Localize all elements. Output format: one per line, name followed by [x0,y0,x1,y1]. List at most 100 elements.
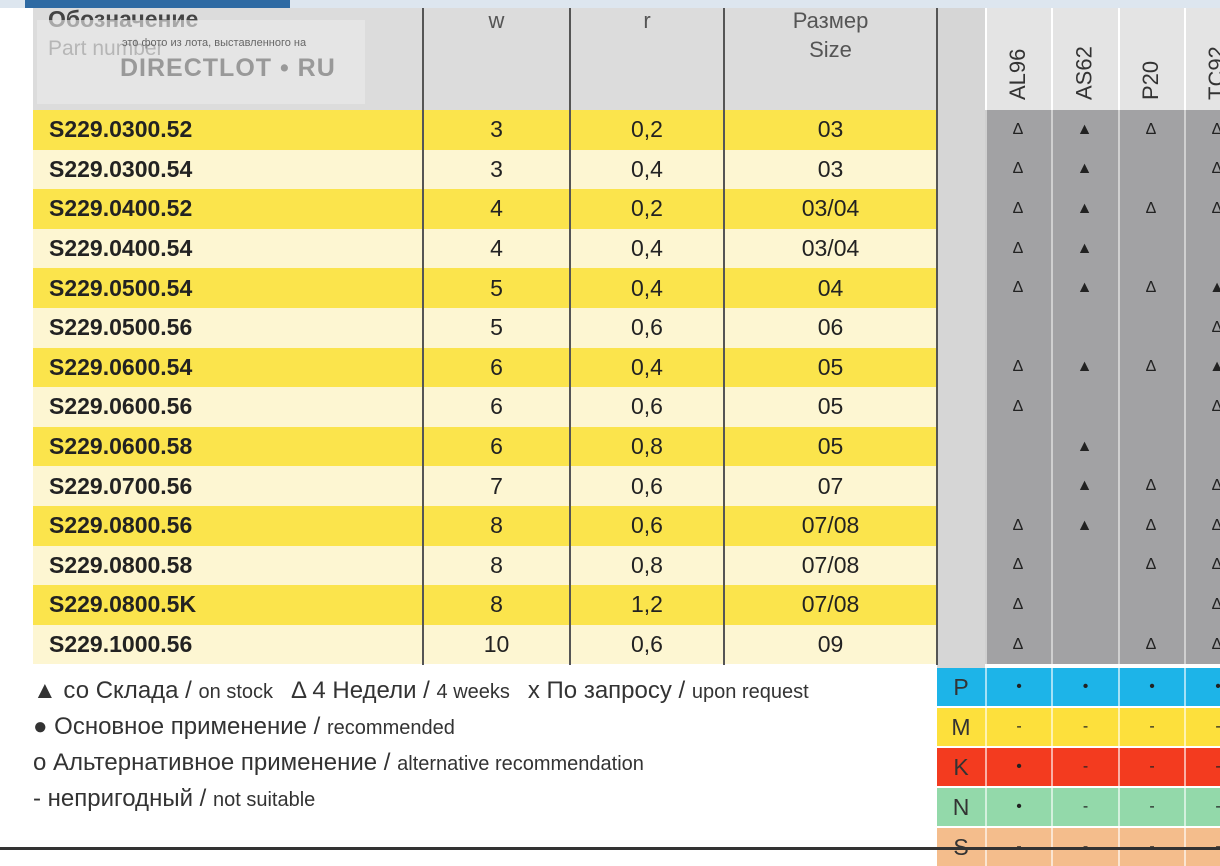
material-mark: - [985,708,1051,746]
cell: 3 [490,116,503,143]
watermark-brand: DIRECTLOT • RU [120,54,336,82]
material-mark: • [985,788,1051,826]
r-header: r [643,8,651,33]
availability: Δ [1145,358,1157,376]
material-code: M [951,713,971,740]
cell: 07/08 [801,512,860,539]
row-bg [33,506,937,546]
grade-cell [985,585,1051,625]
row-bg [33,347,937,388]
size-header: Размер [792,8,869,33]
material-mark: • [985,668,1051,706]
availability: Δ [1012,595,1024,613]
availability: ▲ [1209,279,1220,297]
cell: 04 [817,274,844,301]
availability: ▲ [1076,160,1093,178]
availability: Δ [1145,120,1157,138]
availability: Δ [1145,635,1157,653]
cell: 0,6 [631,393,663,420]
availability: ▲ [1076,199,1093,217]
grade-label: AS62 [1071,46,1097,100]
legend-note: 4 weeks [436,681,510,703]
cell: 0,6 [631,472,663,499]
part-number: S229.0400.52 [49,195,193,222]
size-header-en: Size [809,37,852,62]
legend-note: on stock [198,681,273,703]
grade-cell [1051,585,1118,625]
grade-cell [1118,110,1184,150]
row-bg [33,228,937,269]
availability: Δ [1012,516,1024,534]
bottom-line [0,847,1220,850]
availability: Δ [1012,160,1024,178]
grade-cell [1184,228,1220,269]
material-mark: • [1184,668,1220,706]
part-number: S229.0500.56 [49,314,193,341]
legend-note: upon request [691,681,809,703]
part-number: S229.0600.54 [49,353,193,380]
cell: 6 [490,433,503,460]
availability: Δ [1211,595,1220,613]
grade-cell [1051,268,1118,308]
grade-cell [1051,624,1118,665]
legend-item: ● Основное применение / recommended [33,710,913,746]
grade-cell [1184,149,1220,190]
part-number: S229.0300.52 [49,116,193,143]
cell: 7 [490,472,503,499]
grade-cell [1118,189,1184,229]
cell: 03/04 [801,195,860,222]
cell: 03 [817,155,844,182]
grade-cell [1051,506,1118,546]
cell: 10 [483,631,510,658]
grade-cell [1118,506,1184,546]
grade-cell [1118,268,1184,308]
grade-cell [1051,347,1118,388]
grade-cell [985,426,1051,467]
row-bg [33,308,937,348]
availability: Δ [1012,397,1024,415]
grade-cell [1051,545,1118,586]
availability: Δ [1012,239,1024,257]
cell: 8 [490,512,503,539]
material-row [937,708,1220,746]
grade-cell [985,624,1051,665]
material-mark: • [1118,668,1184,706]
material-mark: - [1118,788,1184,826]
row-bg [33,268,937,308]
grade-cell [1118,585,1184,625]
grade-header [985,8,1051,110]
availability: Δ [1012,279,1024,297]
cell: 6 [490,393,503,420]
legend-main: Δ 4 Недели / [291,677,437,704]
grade-cell [1184,506,1220,546]
cell: 07 [817,472,844,499]
grade-cell [1118,228,1184,269]
grade-cell [985,506,1051,546]
cell: 0,4 [631,235,663,262]
availability: Δ [1012,556,1024,574]
grade-cell [1051,228,1118,269]
availability: Δ [1211,556,1220,574]
cell: 05 [817,433,844,460]
grade-cell [1118,426,1184,467]
grade-cell [1118,545,1184,586]
cell: 8 [490,591,503,618]
grade-cell [1051,466,1118,506]
availability: Δ [1012,120,1024,138]
cell: 0,6 [631,512,663,539]
material-mark: - [1184,708,1220,746]
availability: Δ [1145,279,1157,297]
top-tab [25,0,290,8]
grade-cell [1184,308,1220,348]
top-bar [0,0,1220,8]
grade-cell [985,308,1051,348]
cell: 0,2 [631,116,663,143]
cell: 05 [817,393,844,420]
grade-cell [985,466,1051,506]
part-number: S229.0500.54 [49,274,193,301]
grade-header [1118,8,1184,110]
material-row [937,668,1220,706]
availability: Δ [1211,318,1220,336]
part-number: S229.0600.56 [49,393,193,420]
